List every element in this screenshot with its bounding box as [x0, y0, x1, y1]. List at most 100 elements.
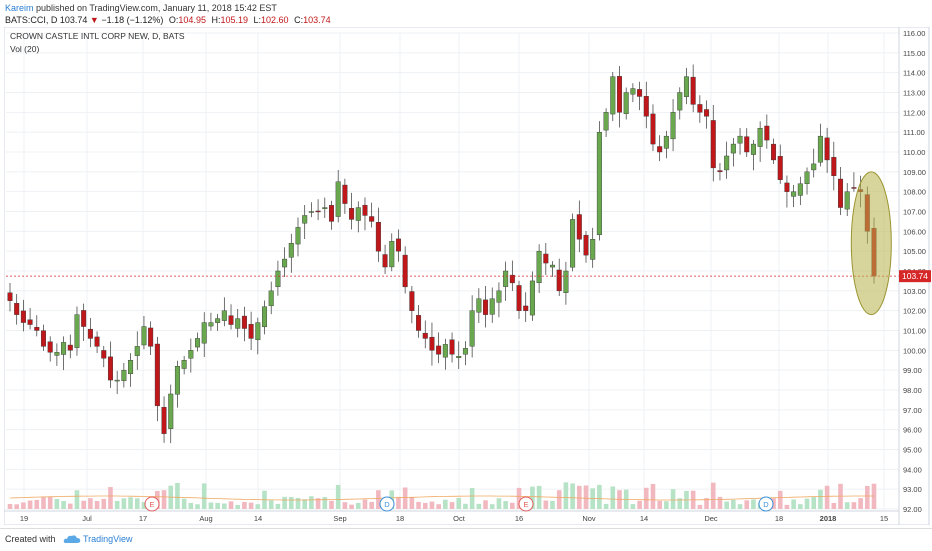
price-chart[interactable]: 92.00 93.00 94.00 95.00 96.00 97.00 98.00 99.00… — [3, 26, 932, 526]
volume-bar — [664, 501, 669, 509]
event-marker-label: D — [384, 500, 390, 509]
change-text: −1.18 (−1.12%) — [101, 15, 164, 25]
volume-bar — [88, 498, 93, 509]
candle-down — [81, 310, 87, 327]
time-tick-label: Dec — [704, 514, 718, 523]
candle-up — [208, 322, 214, 327]
candle-up — [134, 346, 140, 356]
candle-up — [496, 290, 502, 303]
volume-bar — [469, 487, 475, 509]
volume-bar — [47, 496, 53, 509]
candle-up — [181, 360, 187, 369]
price-tick-label: 110.00 — [903, 148, 925, 157]
volume-bar — [476, 503, 482, 509]
volume-bar — [804, 498, 810, 509]
volume-bar — [704, 498, 709, 509]
volume-bar — [610, 486, 616, 509]
candle-up — [335, 181, 341, 217]
volume-bar — [643, 487, 649, 509]
author-link[interactable]: Kareim — [5, 3, 34, 13]
volume-ma-line — [9, 495, 874, 501]
candle-down — [643, 96, 649, 117]
candle-up — [596, 131, 602, 236]
candle-down — [14, 303, 20, 315]
volume-bar — [81, 500, 86, 509]
time-tick-label: 2018 — [820, 514, 837, 523]
candle-down — [583, 234, 589, 256]
event-marker — [758, 496, 774, 512]
open-value: 104.95 — [178, 15, 206, 25]
volume-bar — [443, 499, 448, 509]
volume-bar — [114, 500, 120, 509]
candle-up — [730, 143, 736, 154]
candle-down — [416, 315, 422, 331]
volume-bar — [309, 496, 314, 509]
candle-up — [563, 270, 569, 293]
volume-bar — [844, 502, 850, 509]
volume-bar — [61, 500, 66, 509]
volume-bar — [409, 497, 415, 509]
time-axis[interactable]: 19 Jul 17 Aug 14 Sep 18 Oct 16 Nov 14 Dec 18 2018 15 — [4, 510, 899, 523]
volume-bar — [489, 504, 495, 509]
time-tick-label: Oct — [453, 514, 466, 523]
volume-bar — [597, 484, 602, 509]
candle-down — [27, 319, 33, 325]
volume-bar — [181, 498, 187, 509]
volume-bar — [563, 482, 569, 509]
candle-down — [369, 216, 375, 222]
price-tick-label: 103.00 — [903, 287, 926, 296]
candle-up — [663, 135, 669, 149]
time-tick-label: 14 — [640, 514, 648, 523]
volume-bar — [402, 487, 408, 509]
volume-bar — [355, 502, 361, 509]
event-marker — [379, 496, 395, 512]
volume-bar — [41, 496, 46, 509]
volume-bar — [74, 490, 80, 509]
candle-up — [268, 290, 274, 306]
footer: Created with TradingView — [0, 528, 932, 551]
tradingview-brand[interactable]: TradingView — [83, 534, 133, 544]
chart-frame[interactable]: 92.00 93.00 94.00 95.00 96.00 97.00 98.00 99.00… — [3, 26, 932, 526]
volume-bar — [94, 500, 100, 509]
volume-bar — [101, 498, 107, 509]
candle-down — [228, 315, 234, 325]
candle-down — [34, 326, 40, 331]
candle-down — [710, 120, 716, 169]
down-arrow-icon: ▼ — [89, 15, 99, 25]
candle-down — [342, 184, 348, 204]
candle-up — [195, 338, 201, 348]
candle-up — [670, 112, 676, 140]
time-tick-label: 15 — [880, 514, 888, 523]
volume-bar — [483, 500, 488, 509]
candle-down — [67, 344, 73, 351]
candle-down — [47, 341, 53, 353]
volume-bar — [577, 485, 582, 509]
candle-down — [375, 222, 381, 252]
chart-title: CROWN CASTLE INTL CORP NEW, D, BATS — [10, 31, 185, 41]
volume-bar — [717, 496, 723, 509]
volume-bar — [315, 498, 321, 509]
open-label: O: — [168, 15, 179, 25]
candle-down — [148, 327, 154, 347]
time-tick-label: 14 — [254, 514, 262, 523]
candle-up — [630, 88, 636, 95]
candle-up — [221, 310, 227, 321]
candle-up — [262, 306, 268, 328]
volume-bar — [697, 504, 703, 509]
candle-up — [724, 155, 730, 171]
volume-bar — [798, 504, 803, 509]
candle-down — [657, 146, 663, 153]
candle-down — [764, 125, 770, 141]
candle-up — [215, 318, 221, 323]
volume-bar — [851, 502, 857, 509]
candle-down — [248, 324, 254, 339]
volume-bars — [7, 482, 877, 509]
candle-up — [201, 322, 207, 344]
volume-bar — [422, 502, 428, 509]
volume-bar — [630, 504, 636, 509]
volume-bar — [362, 499, 368, 509]
candle-down — [107, 356, 113, 381]
volume-indicator-label: Vol (20) — [10, 44, 39, 54]
candle-up — [750, 143, 756, 155]
